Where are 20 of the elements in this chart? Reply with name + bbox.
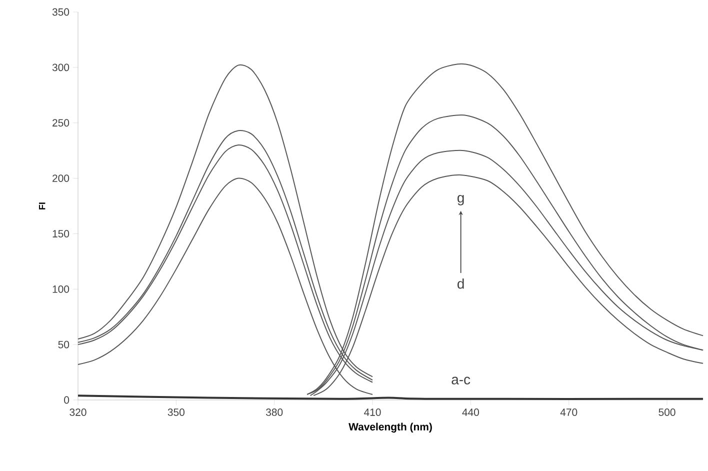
x-tick-label: 470 xyxy=(560,408,578,416)
y-tick-label: 250 xyxy=(52,119,70,127)
annotation: d xyxy=(458,278,464,289)
x-tick-label: 500 xyxy=(658,408,676,416)
y-axis-title: FI xyxy=(39,202,46,210)
x-tick-label: 380 xyxy=(266,408,283,416)
annotation: g xyxy=(458,194,464,206)
x-axis-title: Wavelength (nm) xyxy=(348,422,432,433)
x-tick-label: 440 xyxy=(462,408,479,416)
y-tick-label: 150 xyxy=(52,230,70,238)
y-tick-label: 350 xyxy=(52,8,70,16)
y-tick-label: 200 xyxy=(52,174,70,182)
y-tick-label: 100 xyxy=(52,285,70,293)
y-tick-label: 0 xyxy=(64,396,70,404)
y-tick-label: 300 xyxy=(52,64,70,72)
x-tick-label: 410 xyxy=(364,408,381,416)
x-tick-label: 350 xyxy=(168,408,184,416)
x-tick-label: 320 xyxy=(70,408,86,416)
annotation: a-c xyxy=(452,376,470,384)
y-tick-label: 50 xyxy=(58,340,70,348)
